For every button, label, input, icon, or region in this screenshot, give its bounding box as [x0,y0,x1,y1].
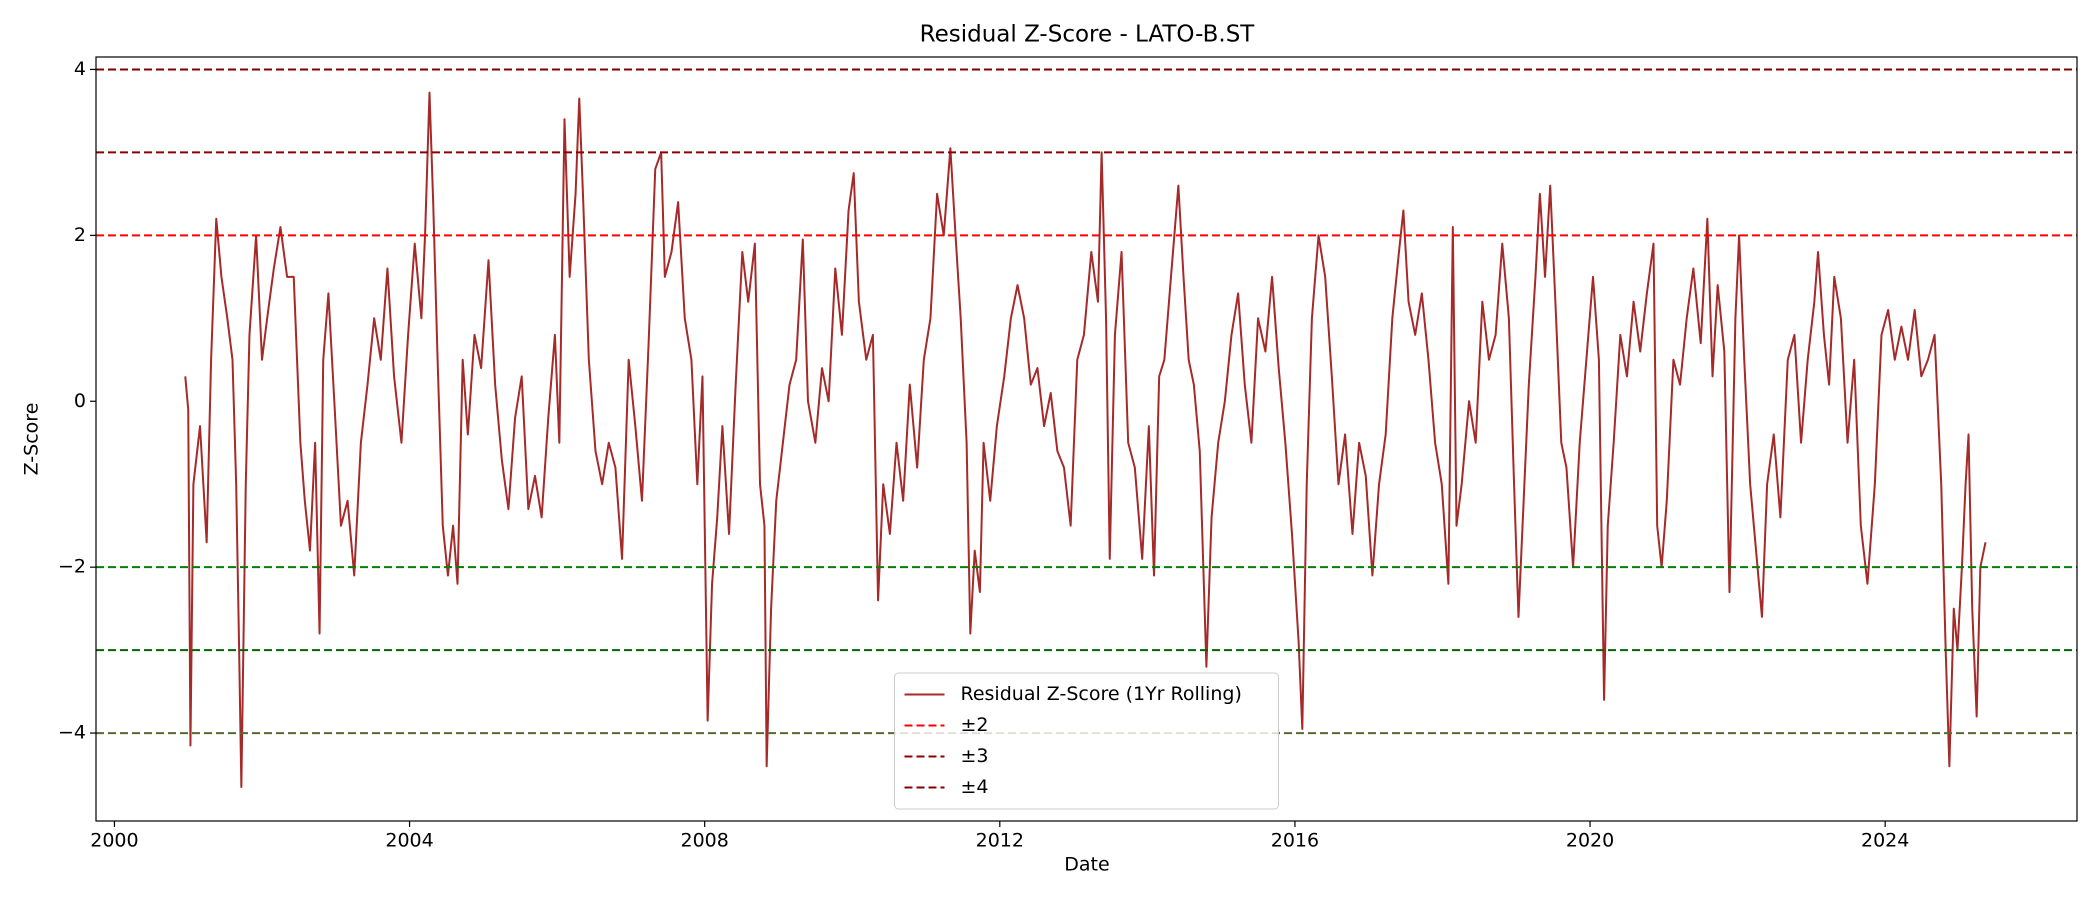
y-tick-label: −4 [58,722,86,744]
chart-title: Residual Z-Score - LATO-B.ST [920,22,1256,48]
x-axis-label: Date [1064,854,1109,876]
legend-label: ±4 [961,776,989,798]
y-tick-label: −2 [58,556,86,578]
data-line [184,91,1987,788]
legend-label: ±3 [961,745,989,767]
legend: Residual Z-Score (1Yr Rolling) ±2 ±3 ±4 [894,672,1279,810]
x-tick-label: 2004 [385,830,433,852]
y-tick-label: 4 [74,58,86,80]
x-tick-label: 2016 [1271,830,1319,852]
legend-label: ±2 [961,714,989,736]
legend-label: Residual Z-Score (1Yr Rolling) [961,683,1242,705]
y-tick-label: 0 [74,390,86,412]
x-tick-label: 2000 [90,830,138,852]
y-axis-label: Z-Score [21,403,43,476]
x-tick-label: 2008 [681,830,729,852]
legend-box [894,672,1279,810]
plot-frame [95,56,2078,822]
x-tick-label: 2012 [976,830,1024,852]
y-tick-label: 2 [74,224,86,246]
x-tick-label: 2020 [1566,830,1614,852]
x-tick-label: 2024 [1861,830,1909,852]
